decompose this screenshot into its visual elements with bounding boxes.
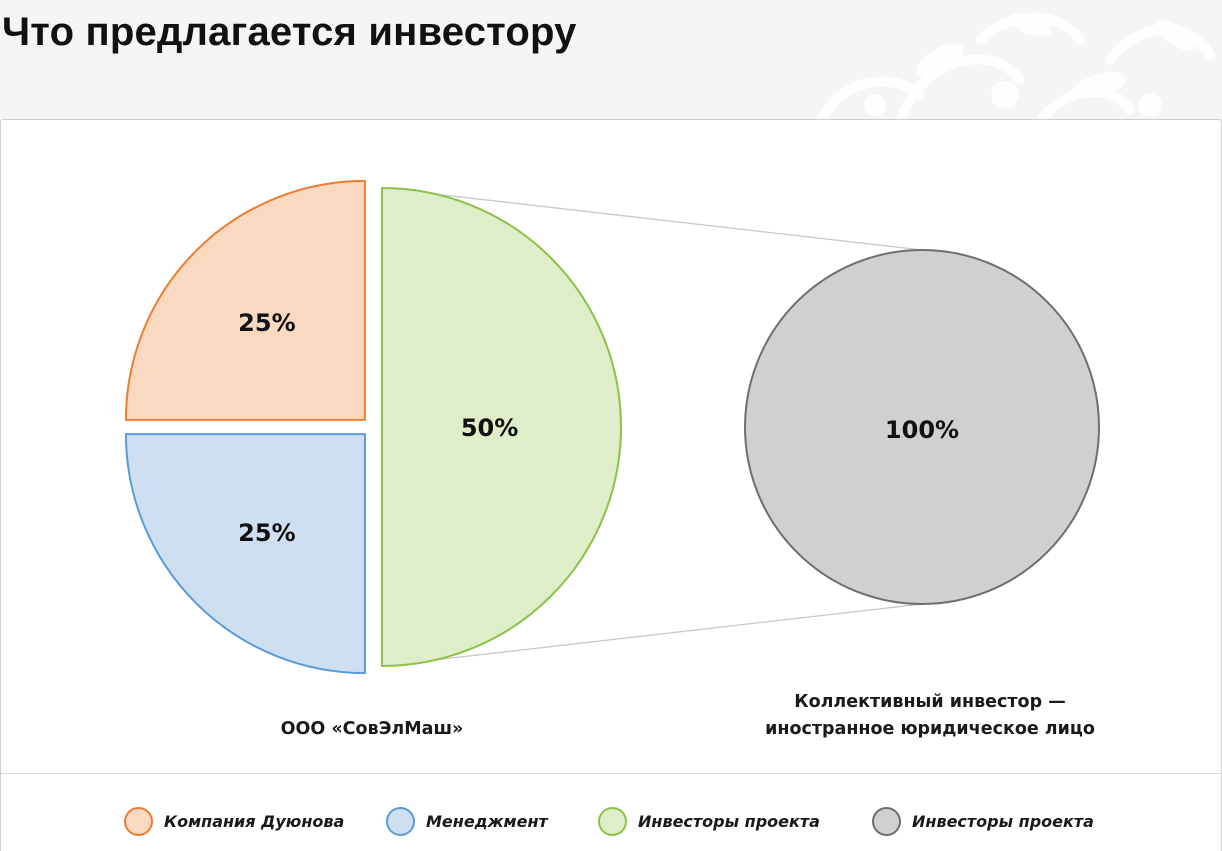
secondary-pie-caption-line-1: Коллективный инвестор — — [794, 692, 1066, 712]
legend-divider — [1, 773, 1221, 774]
secondary-pie-chart: 100% — [744, 249, 1100, 605]
main-pie-chart: 50% 25% 25% — [124, 179, 622, 675]
legend-item-management: Менеджмент — [386, 803, 548, 839]
secondary-pie-caption: Коллективный инвестор — иностранное юрид… — [730, 689, 1130, 743]
slice-label-collective-investor: 100% — [885, 416, 959, 444]
floral-ornament — [815, 12, 1215, 122]
slice-label-project-investors: 50% — [461, 414, 518, 442]
legend-item-project-investors: Инвесторы проекта — [598, 803, 820, 839]
page-title: Что предлагается инвестору — [2, 10, 577, 54]
secondary-pie-caption-line-2: иностранное юридическое лицо — [765, 719, 1095, 739]
slice-duyunov-company — [124, 179, 366, 421]
legend-label: Менеджмент — [426, 811, 548, 831]
slice-project-investors — [381, 186, 622, 668]
main-pie-caption: ООО «СовЭлМаш» — [222, 716, 522, 743]
legend-label: Инвесторы проекта — [912, 811, 1094, 831]
legend-swatch-blue — [386, 806, 415, 836]
legend-swatch-green — [598, 806, 627, 836]
slice-collective-investor — [744, 249, 1100, 605]
slice-label-management: 25% — [238, 519, 295, 547]
legend-swatch-orange — [124, 806, 153, 836]
legend-item-project-investors-gray: Инвесторы проекта — [872, 803, 1094, 839]
legend-swatch-gray — [872, 806, 901, 836]
legend: Компания Дуюнова Менеджмент Инвесторы пр… — [0, 803, 1222, 839]
legend-label: Компания Дуюнова — [164, 811, 345, 831]
slice-management — [124, 433, 366, 675]
legend-label: Инвесторы проекта — [638, 811, 820, 831]
connector-line-bottom — [381, 603, 923, 667]
legend-item-duyunov-company: Компания Дуюнова — [124, 803, 344, 839]
connector-lines — [381, 187, 923, 667]
slice-label-duyunov-company: 25% — [238, 309, 295, 337]
main-pie-caption-text: ООО «СовЭлМаш» — [280, 719, 464, 739]
connector-line-top — [381, 187, 923, 251]
